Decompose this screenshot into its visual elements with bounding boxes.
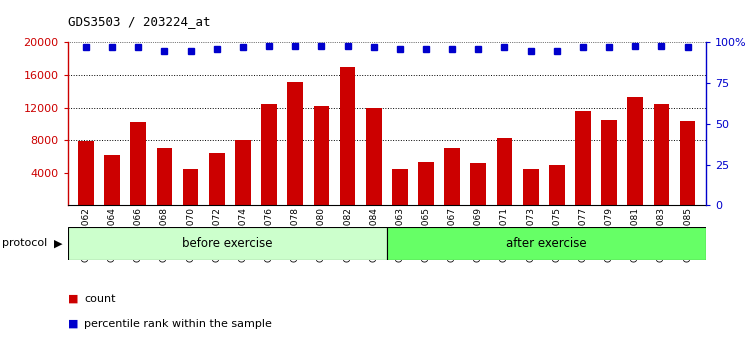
Text: ■: ■ xyxy=(68,319,78,329)
Bar xyxy=(366,108,382,205)
Bar xyxy=(627,97,643,205)
Bar xyxy=(575,111,591,205)
Bar xyxy=(392,169,408,205)
Bar xyxy=(470,163,486,205)
Text: percentile rank within the sample: percentile rank within the sample xyxy=(84,319,272,329)
Bar xyxy=(445,148,460,205)
Text: GDS3503 / 203224_at: GDS3503 / 203224_at xyxy=(68,15,210,28)
Text: before exercise: before exercise xyxy=(182,237,273,250)
Bar xyxy=(78,141,94,205)
Bar xyxy=(339,67,355,205)
Bar xyxy=(653,104,669,205)
Text: count: count xyxy=(84,294,116,304)
Bar xyxy=(235,140,251,205)
Bar xyxy=(496,138,512,205)
Bar xyxy=(131,122,146,205)
Bar xyxy=(68,227,387,260)
Bar xyxy=(313,106,329,205)
Text: ▶: ▶ xyxy=(54,238,62,249)
Bar xyxy=(156,148,172,205)
Text: after exercise: after exercise xyxy=(506,237,587,250)
Bar xyxy=(602,120,617,205)
Bar xyxy=(209,153,225,205)
Bar xyxy=(549,165,565,205)
Bar xyxy=(418,162,434,205)
Bar xyxy=(680,121,695,205)
Text: ■: ■ xyxy=(68,294,78,304)
Bar xyxy=(104,155,120,205)
Bar xyxy=(261,103,277,205)
Bar xyxy=(387,227,706,260)
Bar xyxy=(523,170,538,205)
Bar xyxy=(288,81,303,205)
Bar xyxy=(182,170,198,205)
Text: protocol: protocol xyxy=(2,238,47,249)
